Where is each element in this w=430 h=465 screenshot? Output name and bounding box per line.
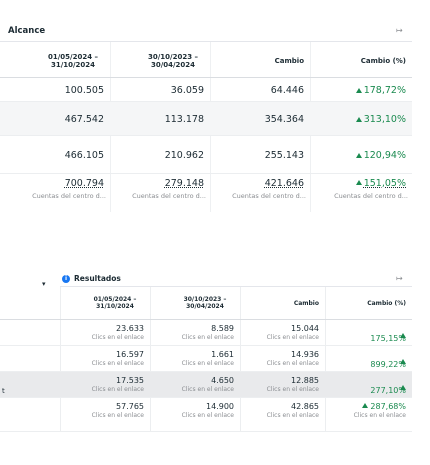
total-value: 700.794 [64,178,104,189]
change-percent: 120,94% [310,136,412,174]
results-table: ▾ i Resultados ↦ 01/05/2024 – 31/10/2024 30/1… [0,272,412,434]
cell-value: 467.542 [64,113,104,125]
column-divider [60,287,61,432]
table-row [0,398,412,432]
change-percent: 899,22% [370,360,406,369]
total-note: Cuentas del centro d... [334,192,408,200]
cell-value: 466.105 [64,149,104,161]
cell-value: 16.597 [116,350,144,359]
cell-note: Clics en el enlace [353,412,406,419]
cell-value: 14.900 [206,402,234,411]
info-icon: i [62,275,70,283]
cell-value: 210.962 [164,149,204,161]
cell-note: Clics en el enlace [181,334,234,341]
column-header: Cambio (%) [310,46,412,76]
cell-value: 1.661 [211,350,234,359]
row-label: t [2,387,5,395]
cell-value: 23.633 [116,324,144,333]
cell-note: Clics en el enlace [266,334,319,341]
table-title: Resultados [74,274,121,283]
column-header-text: 01/05/2024 – 31/10/2024 [47,53,98,69]
cell-note: Clics en el enlace [266,386,319,393]
cell-note: Clics en el enlace [91,334,144,341]
total-value: 421.646 [264,178,304,189]
cell-value: 57.765 [116,402,144,411]
cell-value: 64.446 [270,84,304,96]
change-percent: 287,68% [325,402,412,411]
column-header-text: Cambio (%) [367,299,406,307]
cell-value: 42.865 [291,402,319,411]
cell-note: Clics en el enlace [91,386,144,393]
cell-note: Clics en el enlace [91,360,144,367]
column-header: Cambio (%) [325,287,412,319]
header-divider [0,319,412,320]
cell-note: Clics en el enlace [181,360,234,367]
column-header: 01/05/2024 – 31/10/2024 [0,46,110,76]
cell-note: Clics en el enlace [266,360,319,367]
column-header-text: Cambio (%) [360,57,406,65]
cell-note: Clics en el enlace [266,412,319,419]
column-header: Cambio [240,287,325,319]
total-note: Cuentas del centro d... [32,192,106,200]
column-header: 30/10/2023 – 30/04/2024 [110,46,210,76]
header-divider [60,286,412,287]
column-divider [240,287,241,432]
collapse-icon: ↦ [396,26,403,35]
table-row [0,320,412,346]
cell-value: 255.143 [264,149,304,161]
dropdown-caret: ▾ [42,280,46,288]
table-row [0,78,412,102]
column-header: 30/10/2023 – 30/04/2024 [150,287,240,319]
table-row [0,346,412,372]
cell-note: Clics en el enlace [181,386,234,393]
column-header-text: 01/05/2024 – 31/10/2024 [93,296,137,310]
change-arrow [400,324,408,343]
table-row [0,136,412,174]
change-arrow [400,376,408,395]
change-percent: 178,72% [310,78,412,102]
header-bar [0,22,412,42]
header-divider [0,77,412,78]
column-header-text: Cambio [274,57,304,65]
table-row [0,102,412,136]
cell-value: 14.936 [291,350,319,359]
cell-note: Clics en el enlace [91,412,144,419]
cell-value: 100.505 [64,84,104,96]
reach-table: Alcance ↦ 01/05/2024 – 31/10/2024 30/10/202… [0,22,412,212]
column-divider [150,287,151,432]
column-header: Cambio [210,46,310,76]
cell-value: 12.885 [291,376,319,385]
cell-note: Clics en el enlace [181,412,234,419]
cell-value: 8.589 [211,324,234,333]
cell-value: 354.364 [264,113,304,125]
table-row [0,372,412,398]
change-percent: 277,10% [370,386,406,395]
column-header: 01/05/2024 – 31/10/2024 [60,287,150,319]
cell-value: 17.535 [116,376,144,385]
change-percent: 175,15% [370,334,406,343]
total-percent: 151,05% [310,178,412,189]
column-header-text: 30/10/2023 – 30/04/2024 [147,53,198,69]
column-divider [325,287,326,432]
total-note: Cuentas del centro d... [232,192,306,200]
total-note: Cuentas del centro d... [132,192,206,200]
cell-value: 113.178 [164,113,204,125]
cell-value: 15.044 [291,324,319,333]
column-header-text: 30/10/2023 – 30/04/2024 [183,296,227,310]
column-header-text: Cambio [293,299,319,307]
cell-value: 4.650 [211,376,234,385]
collapse-icon: ↦ [396,274,403,283]
cell-value: 36.059 [170,84,204,96]
table-title: Alcance [8,26,46,36]
change-percent: 313,10% [310,102,412,136]
change-arrow [400,350,408,369]
total-value: 279.148 [164,178,204,189]
